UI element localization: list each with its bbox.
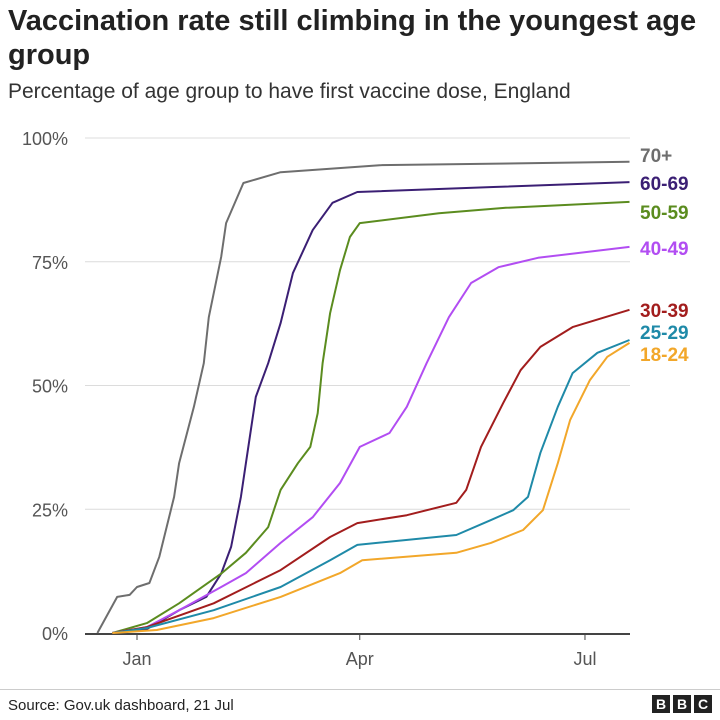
y-tick-label: 75% <box>32 253 68 273</box>
series-label-25-29: 25-29 <box>640 323 689 344</box>
x-tick-label: Apr <box>346 649 374 669</box>
series-line-25-29 <box>112 339 630 634</box>
series-line-30-39 <box>112 308 630 634</box>
series-line-50-59 <box>112 200 630 634</box>
source-note: Source: Gov.uk dashboard, 21 Jul <box>8 697 234 714</box>
series-label-70+: 70+ <box>640 146 672 167</box>
x-tick-label: Jan <box>122 649 151 669</box>
series-line-18-24 <box>112 342 631 634</box>
series-line-70+ <box>96 160 630 634</box>
y-tick-label: 0% <box>42 624 68 644</box>
chart-title: Vaccination rate still climbing in the y… <box>8 5 697 71</box>
series-label-18-24: 18-24 <box>640 345 689 366</box>
footer-divider <box>0 689 720 690</box>
logo-letter: C <box>694 695 712 713</box>
series-label-50-59: 50-59 <box>640 203 689 224</box>
logo-letter: B <box>673 695 691 713</box>
y-tick-label: 100% <box>22 129 68 149</box>
logo-letter: B <box>652 695 670 713</box>
y-tick-label: 25% <box>32 500 68 520</box>
y-tick-label: 50% <box>32 377 68 397</box>
series-label-40-49: 40-49 <box>640 239 689 260</box>
series-label-30-39: 30-39 <box>640 301 689 322</box>
series-line-60-69 <box>112 181 630 634</box>
series-label-60-69: 60-69 <box>640 174 689 195</box>
chart-subtitle: Percentage of age group to have first va… <box>8 80 571 103</box>
x-tick-label: Jul <box>573 649 596 669</box>
series-line-40-49 <box>112 245 630 634</box>
